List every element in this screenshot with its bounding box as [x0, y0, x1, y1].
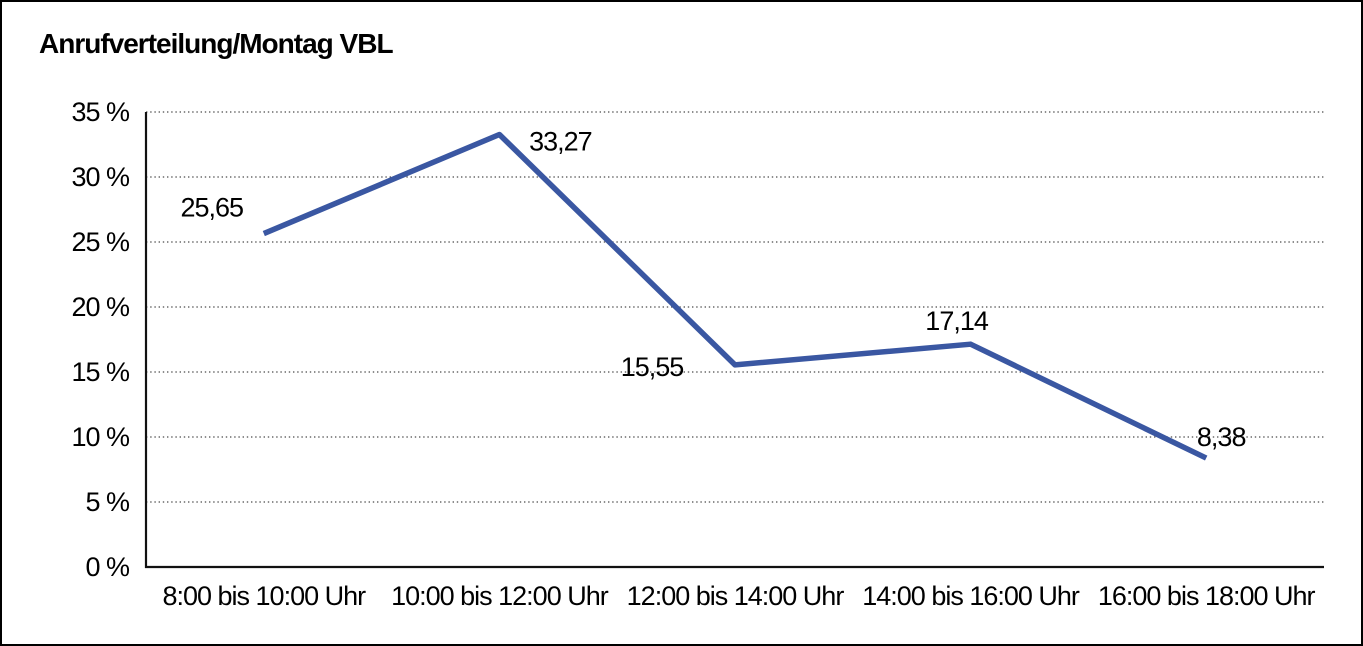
data-label: 33,27: [529, 126, 592, 156]
data-label: 17,14: [925, 306, 989, 336]
y-tick-label: 25 %: [71, 227, 130, 257]
y-tick-label: 20 %: [71, 292, 130, 322]
x-category-label: 8:00 bis 10:00 Uhr: [162, 581, 366, 611]
y-tick-label: 30 %: [71, 162, 130, 192]
y-tick-label: 10 %: [71, 422, 130, 452]
x-category-label: 10:00 bis 12:00 Uhr: [391, 581, 609, 611]
data-label: 25,65: [181, 193, 244, 223]
x-category-label: 16:00 bis 18:00 Uhr: [1098, 581, 1316, 611]
chart-title: Anrufverteilung/Montag VBL: [39, 28, 394, 59]
x-category-label: 14:00 bis 16:00 Uhr: [862, 581, 1080, 611]
y-tick-label: 5 %: [85, 487, 130, 517]
data-line: [262, 131, 1208, 461]
y-tick-label: 15 %: [71, 357, 130, 387]
data-label: 15,55: [621, 352, 684, 382]
data-label: 8,38: [1197, 422, 1246, 452]
y-tick-label: 35 %: [71, 97, 130, 127]
y-tick-label: 0 %: [85, 552, 130, 582]
x-category-label: 12:00 bis 14:00 Uhr: [627, 581, 845, 611]
